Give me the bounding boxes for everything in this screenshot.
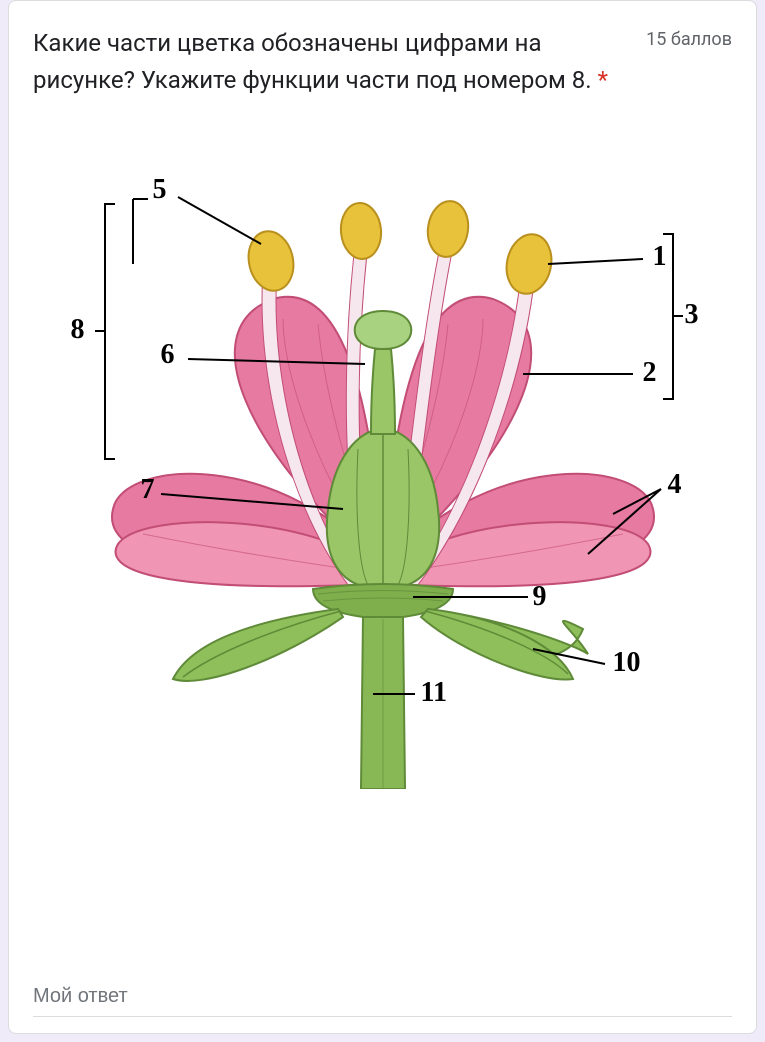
question-header: Какие части цветка обозначены цифрами на… [33,25,732,99]
diagram-label-4: 4 [668,469,682,501]
diagram-label-9: 9 [533,581,547,613]
diagram-label-10: 10 [613,647,641,679]
flower-diagram: 1 2 3 4 5 6 7 8 9 10 11 [43,149,723,789]
diagram-label-5: 5 [153,174,167,206]
diagram-label-1: 1 [653,241,667,273]
diagram-label-3: 3 [685,299,699,331]
diagram-label-6: 6 [161,339,175,371]
flower-svg [43,149,723,789]
answer-area [33,977,732,1017]
question-text: Какие части цветка обозначены цифрами на… [33,25,630,99]
diagram-label-8: 8 [71,314,85,346]
question-card: Какие части цветка обозначены цифрами на… [8,0,757,1034]
required-star: * [598,66,608,94]
diagram-label-7: 7 [141,474,155,506]
question-body: Какие части цветка обозначены цифрами на… [33,29,592,94]
diagram-label-11: 11 [421,677,447,709]
answer-input[interactable] [33,977,732,1017]
points-label: 15 баллов [646,25,732,50]
diagram-label-2: 2 [643,357,657,389]
